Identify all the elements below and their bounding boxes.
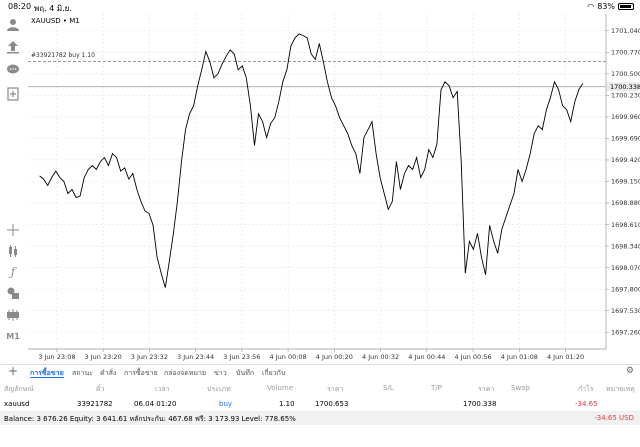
tab-news[interactable]: ข่าว bbox=[214, 369, 227, 377]
x-tick-label: 4 Jun 00:56 bbox=[454, 353, 491, 361]
y-tick-label: 1700.500 bbox=[611, 70, 640, 78]
summary-profit: -34.65 USD bbox=[594, 414, 634, 422]
col-ticket: ตั๋ว bbox=[96, 385, 105, 393]
chart-order-label: #33921782 buy 1.10 bbox=[31, 52, 95, 59]
trade-icon[interactable] bbox=[5, 39, 21, 55]
crosshair-icon[interactable] bbox=[5, 222, 21, 238]
col-volume: Volume bbox=[267, 384, 294, 392]
account-icon[interactable] bbox=[5, 17, 21, 33]
chart-symbol-label: XAUUSD • M1 bbox=[31, 17, 80, 25]
row-symbol: xauusd bbox=[4, 400, 30, 408]
battery-percent: 83% bbox=[597, 2, 615, 11]
x-tick-label: 4 Jun 01:20 bbox=[547, 353, 584, 361]
x-tick-label: 4 Jun 01:08 bbox=[501, 353, 538, 361]
y-tick-label: 1701.040 bbox=[611, 27, 640, 35]
tab-history[interactable]: การซื้อขาย bbox=[124, 369, 158, 377]
row-ticket: 33921782 bbox=[77, 400, 113, 408]
tab-about[interactable]: เกี่ยวกับ bbox=[262, 369, 286, 377]
col-open-price: ราคา bbox=[327, 385, 344, 393]
objects-icon[interactable] bbox=[5, 285, 21, 301]
x-tick-label: 4 Jun 00:20 bbox=[316, 353, 353, 361]
col-comment: หมายเหตุ bbox=[606, 385, 635, 393]
indicators-icon[interactable] bbox=[5, 243, 21, 259]
x-tick-label: 4 Jun 00:44 bbox=[408, 353, 445, 361]
current-price-box bbox=[607, 82, 639, 92]
timeframe-icon[interactable]: M1 bbox=[6, 331, 20, 341]
row-time: 06.04 01:20 bbox=[134, 400, 177, 408]
settings-icon[interactable]: ⚙ bbox=[625, 366, 634, 376]
x-tick-label: 3 Jun 23:08 bbox=[38, 353, 75, 361]
tab-active-underline bbox=[30, 377, 64, 378]
price-series-line bbox=[39, 33, 584, 288]
chart-canvas[interactable]: 3 Jun 23:08 3 Jun 23:20 3 Jun 23:32 3 Jun 2… bbox=[28, 14, 640, 364]
y-tick-label: 1698.340 bbox=[611, 242, 640, 250]
x-tick-label: 4 Jun 00:32 bbox=[362, 353, 399, 361]
table-row[interactable]: xauusd 33921782 06.04 01:20 buy 1.10 170… bbox=[0, 396, 640, 412]
col-profit: กำไร bbox=[578, 385, 594, 393]
x-tick-label: 3 Jun 23:32 bbox=[131, 353, 168, 361]
col-type: ประเภท bbox=[207, 385, 231, 393]
y-tick-label: 1699.960 bbox=[611, 113, 640, 121]
tab-positions[interactable]: สถานะ bbox=[72, 369, 93, 377]
new-order-icon[interactable] bbox=[5, 86, 21, 102]
y-tick-label: 1700.770 bbox=[611, 48, 640, 56]
wifi-icon: ◠ bbox=[587, 2, 595, 11]
y-tick-label: 1697.530 bbox=[611, 307, 640, 315]
account-summary: Balance: 3 676.26 Equity: 3 641.61 หลักป… bbox=[0, 412, 640, 425]
col-tp: T/P bbox=[431, 384, 442, 392]
status-right: ◠ 83% bbox=[587, 2, 634, 11]
tab-mailbox[interactable]: กล่องจดหมาย bbox=[164, 369, 207, 377]
function-icon[interactable]: ƒ bbox=[10, 265, 16, 279]
row-profit: -34.65 bbox=[575, 400, 598, 408]
row-type: buy bbox=[219, 400, 233, 408]
col-time: เวลา bbox=[155, 385, 170, 393]
col-sl: S/L bbox=[383, 384, 394, 392]
battery-fill bbox=[620, 5, 631, 8]
tabs-bar: + การซื้อขาย สถานะ คำสั่ง การซื้อขาย กล่… bbox=[0, 364, 640, 378]
tab-trade[interactable]: การซื้อขาย bbox=[30, 369, 64, 377]
chart-type-icon[interactable] bbox=[5, 307, 21, 323]
table-header: สัญลักษณ์ ตั๋ว เวลา ประเภท Volume ราคา S… bbox=[0, 380, 640, 394]
chat-icon[interactable] bbox=[5, 62, 21, 78]
current-price-label: 1700.338 bbox=[610, 83, 640, 91]
y-tick-label: 1698.610 bbox=[611, 221, 640, 229]
col-price: ราคา bbox=[478, 385, 495, 393]
status-bar: 08:20 พฤ. 4 มิ.ย. ◠ 83% bbox=[0, 0, 640, 14]
tab-journal[interactable]: บันทึก bbox=[236, 369, 255, 377]
price-chart[interactable]: 3 Jun 23:08 3 Jun 23:20 3 Jun 23:32 3 Jun 2… bbox=[28, 14, 640, 364]
row-volume: 1.10 bbox=[279, 400, 295, 408]
y-tick-label: 1697.800 bbox=[611, 285, 640, 293]
col-swap: Swap bbox=[511, 384, 530, 392]
row-open-price: 1700.653 bbox=[315, 400, 349, 408]
battery-icon bbox=[618, 3, 634, 10]
y-tick-label: 1699.690 bbox=[611, 135, 640, 143]
status-time: 08:20 bbox=[8, 2, 32, 11]
col-symbol: สัญลักษณ์ bbox=[4, 385, 34, 393]
y-tick-label: 1697.260 bbox=[611, 328, 640, 336]
left-toolbar: ƒ M1 bbox=[0, 14, 26, 364]
y-tick-label: 1699.420 bbox=[611, 156, 640, 164]
tab-orders[interactable]: คำสั่ง bbox=[100, 369, 117, 377]
add-icon[interactable]: + bbox=[8, 364, 19, 378]
y-tick-label: 1699.150 bbox=[611, 178, 640, 186]
x-tick-label: 3 Jun 23:56 bbox=[223, 353, 260, 361]
summary-text: Balance: 3 676.26 Equity: 3 641.61 หลักป… bbox=[4, 415, 296, 423]
y-tick-label: 1698.880 bbox=[611, 199, 640, 207]
x-tick-label: 4 Jun 00:08 bbox=[270, 353, 307, 361]
y-tick-label: 1698.070 bbox=[611, 264, 640, 272]
row-price: 1700.338 bbox=[463, 400, 497, 408]
y-tick-label: 1700.230 bbox=[611, 92, 640, 100]
status-date: พฤ. 4 มิ.ย. bbox=[34, 4, 72, 13]
x-tick-label: 3 Jun 23:20 bbox=[85, 353, 122, 361]
x-tick-label: 3 Jun 23:44 bbox=[177, 353, 214, 361]
